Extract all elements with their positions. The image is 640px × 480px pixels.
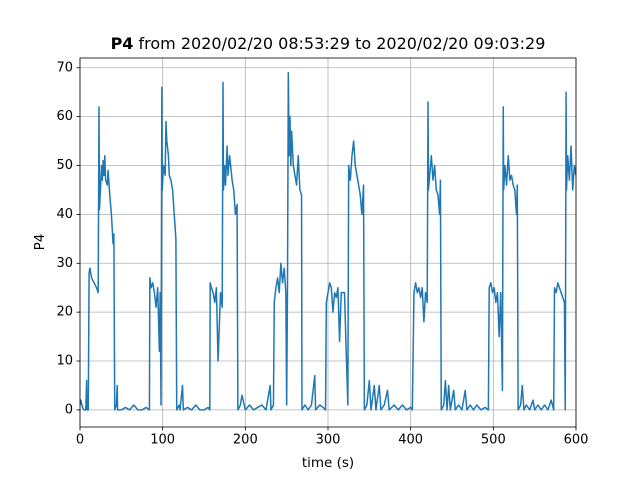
chart-title: P4 from 2020/02/20 08:53:29 to 2020/02/2…: [111, 34, 546, 53]
y-tick-label: 0: [65, 402, 73, 417]
plot-frame: [79, 57, 577, 428]
x-tick-label: 400: [398, 433, 423, 448]
x-tick-label: 600: [564, 433, 589, 448]
y-axis-label: P4: [32, 234, 48, 251]
x-tick-label: 100: [150, 433, 175, 448]
y-tick-label: 40: [56, 207, 73, 222]
x-tick-label: 300: [316, 433, 341, 448]
x-axis-label: time (s): [302, 455, 354, 471]
y-tick-label: 70: [56, 60, 73, 75]
x-tick-label: 0: [76, 433, 84, 448]
y-tick-label: 20: [56, 305, 73, 320]
x-tick-label: 500: [481, 433, 506, 448]
title-text: from 2020/02/20 08:53:29 to 2020/02/20 0…: [139, 34, 546, 53]
y-tick-label: 10: [56, 354, 73, 369]
title-bold: P4: [111, 34, 134, 53]
data-line: [80, 71, 576, 411]
x-tick-label: 200: [233, 433, 258, 448]
y-tick-label: 60: [56, 109, 73, 124]
y-tick-label: 50: [56, 158, 73, 173]
y-tick-label: 30: [56, 256, 73, 271]
